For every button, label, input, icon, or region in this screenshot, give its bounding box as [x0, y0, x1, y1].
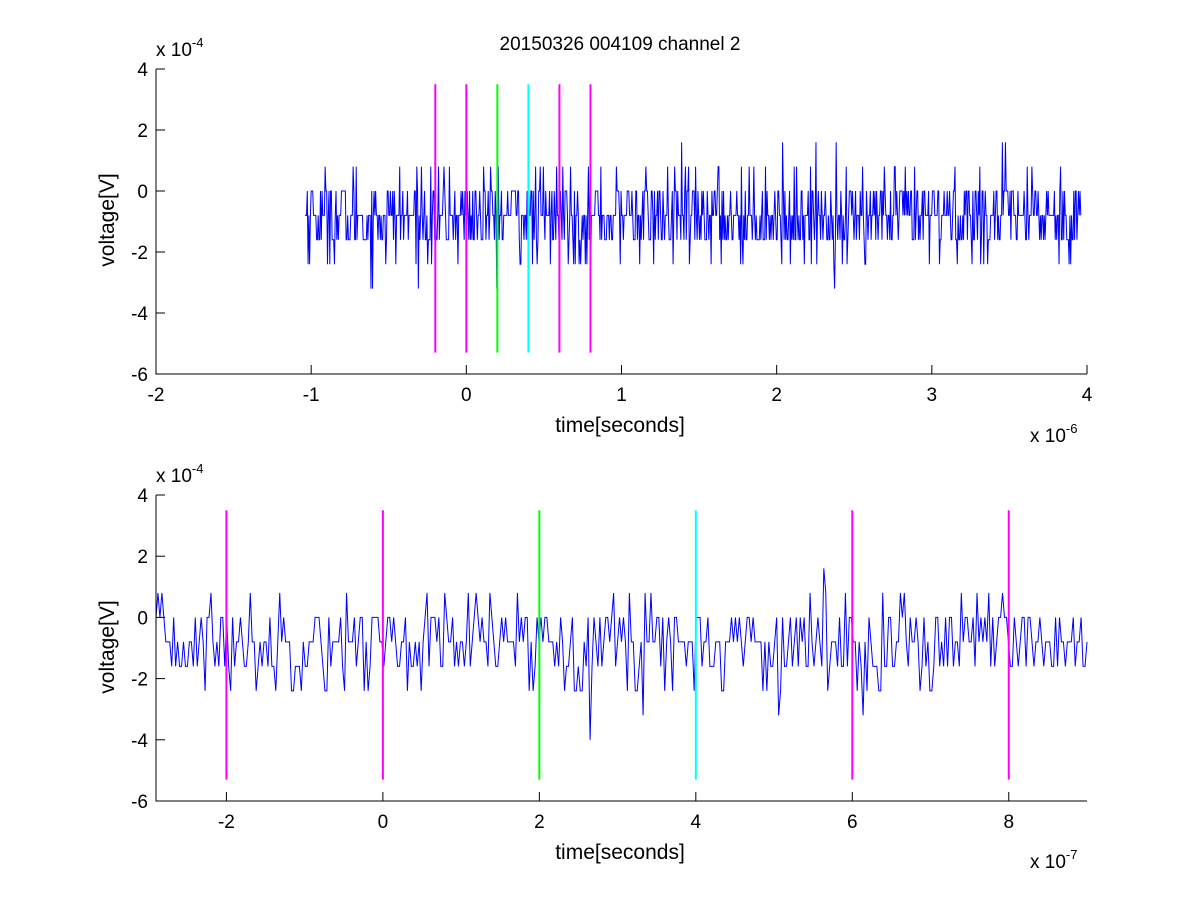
top-y-axis-label: voltage[V] — [96, 173, 119, 266]
top-signal-trace — [304, 142, 1082, 289]
top-y-tick-label: -6 — [131, 365, 148, 386]
top-y-tick-label: -2 — [131, 243, 148, 264]
bottom-y-exponent: x 10-4 — [156, 461, 203, 487]
bottom-x-tick-label: -2 — [218, 812, 235, 833]
top-plot-layer: -2 -1 0 1 2 3 4 -6 -4 -2 0 2 4 — [131, 60, 1093, 406]
figure-title: 20150326 004109 channel 2 — [500, 34, 741, 55]
bottom-y-tick-label: 4 — [137, 486, 148, 507]
top-y-tick-label: 2 — [137, 121, 148, 142]
top-x-tick-label: 0 — [461, 385, 472, 406]
bottom-y-axis-label: voltage[V] — [96, 600, 119, 693]
bottom-signal-trace — [155, 568, 1088, 740]
top-y-tick-label: -4 — [131, 304, 148, 325]
bottom-y-tick-label: -6 — [131, 792, 148, 813]
bottom-axes: -2 0 2 4 6 8 -6 -4 -2 0 2 4 x 10-4 x 10-7 time[seco… — [96, 461, 1088, 873]
bottom-plot-layer: -2 0 2 4 6 8 -6 -4 -2 0 2 4 — [131, 486, 1088, 833]
top-x-axis-label: time[seconds] — [555, 414, 685, 437]
bottom-x-tick-label: 8 — [1003, 812, 1014, 833]
top-x-tick-label: 2 — [771, 385, 782, 406]
top-y-tick-label: 0 — [137, 182, 148, 203]
bottom-y-tick-label: 0 — [137, 608, 148, 629]
bottom-x-tick-label: 6 — [847, 812, 858, 833]
bottom-x-tick-label: 2 — [534, 812, 545, 833]
top-x-tick-label: 4 — [1082, 385, 1093, 406]
top-x-tick-label: -2 — [148, 385, 165, 406]
bottom-y-tick-label: 2 — [137, 547, 148, 568]
bottom-x-axis-label: time[seconds] — [555, 841, 685, 864]
top-x-tick-label: 3 — [927, 385, 938, 406]
bottom-y-tick-label: -2 — [131, 670, 148, 691]
bottom-y-tick-label: -4 — [131, 731, 148, 752]
top-x-tick-label: -1 — [303, 385, 320, 406]
top-x-exponent: x 10-6 — [1030, 421, 1077, 447]
bottom-x-exponent: x 10-7 — [1030, 847, 1077, 873]
top-y-tick-label: 4 — [137, 60, 148, 81]
bottom-axis-frame — [155, 495, 1087, 802]
top-axis-frame — [155, 69, 1087, 375]
top-x-tick-label: 1 — [616, 385, 627, 406]
bottom-x-tick-label: 4 — [691, 812, 702, 833]
top-axes: -2 -1 0 1 2 3 4 -6 -4 -2 0 2 4 x 10-4 x 10-6 time[se… — [96, 35, 1093, 447]
bottom-x-tick-label: 0 — [378, 812, 389, 833]
top-y-exponent: x 10-4 — [156, 35, 203, 61]
